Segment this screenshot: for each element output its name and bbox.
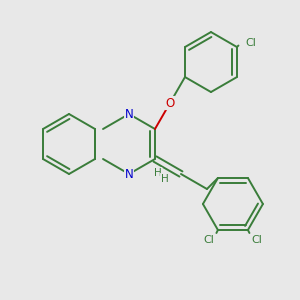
Text: H: H [154,167,162,178]
Text: N: N [124,167,134,181]
Text: Cl: Cl [203,236,214,245]
Text: N: N [124,107,134,121]
Text: H: H [160,173,168,184]
Text: Cl: Cl [245,38,256,47]
Text: O: O [165,97,175,110]
Text: Cl: Cl [251,236,262,245]
